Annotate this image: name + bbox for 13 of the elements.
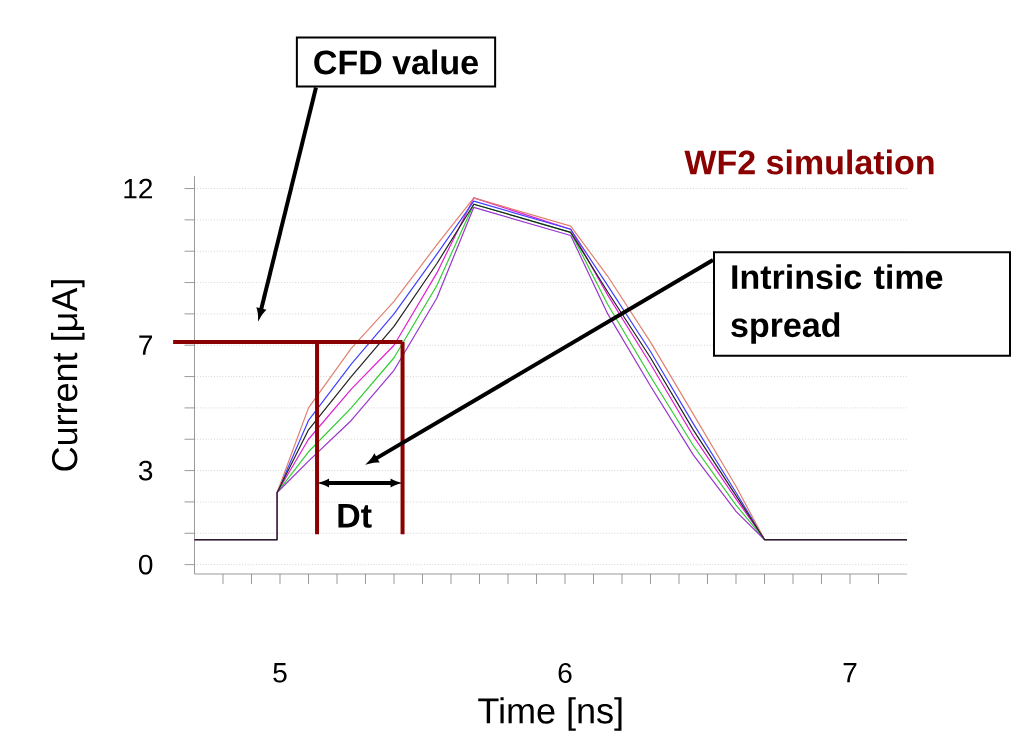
text: CFD value <box>314 49 478 75</box>
y-tick-label: 7 <box>139 335 153 355</box>
x-tick-label: 5 <box>273 663 287 683</box>
y-tick-label: 12 <box>124 178 153 199</box>
y-tick-label: 0 <box>138 554 153 575</box>
annotation: Intrinsic time spread <box>731 264 943 344</box>
annotation: Dt <box>338 504 372 528</box>
y-tick-label: 3 <box>138 460 153 481</box>
x-tick-label: 7 <box>843 663 857 683</box>
text: WF2 simulation <box>684 149 934 175</box>
x-tick-label: 6 <box>558 663 572 683</box>
x-axis-title: Time [ns] <box>478 697 622 731</box>
y-axis-title: Current [μA] <box>50 280 85 471</box>
